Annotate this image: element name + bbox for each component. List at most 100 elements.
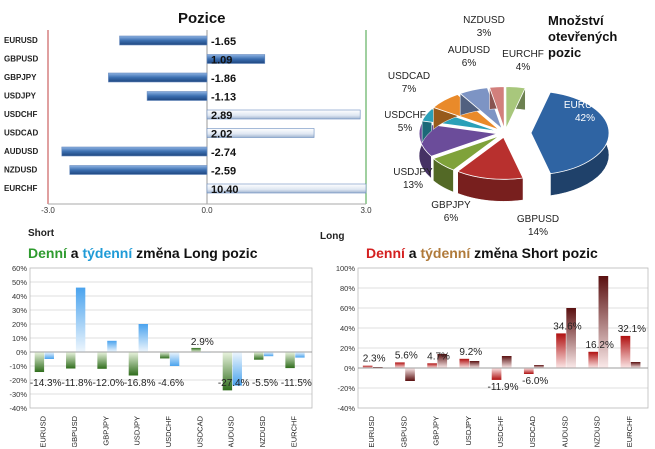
pie-slice <box>432 135 500 171</box>
short-x-tick: EURCHF <box>625 416 634 447</box>
long-value-label: 2.9% <box>191 337 214 348</box>
long-value-label: -11.5% <box>281 378 312 389</box>
long-y-tick: 0% <box>16 348 27 357</box>
short-weekly-bar <box>630 362 641 368</box>
pie-slice-percent: 6% <box>462 58 477 69</box>
short-title-weekly: týdenní <box>420 245 471 261</box>
short-x-tick: USDCAD <box>528 415 537 447</box>
positions-chart: EURUSD -1.65 GBPUSD 1.09 GBPJPY -1.86 USDJPY -1… <box>4 30 372 215</box>
long-daily-bar <box>66 352 76 369</box>
long-y-tick: 40% <box>12 292 27 301</box>
long-y-tick: 20% <box>12 320 27 329</box>
positions-value-label: 10.40 <box>211 184 239 196</box>
short-title-and: a <box>404 245 421 261</box>
short-weekly-bar <box>534 365 544 368</box>
short-x-tick: NZDUSD <box>593 415 602 447</box>
short-weekly-bar <box>372 367 383 368</box>
long-daily-bar <box>222 352 233 391</box>
positions-value-label: -2.59 <box>211 166 236 178</box>
pie-slice-percent: 42% <box>575 113 595 124</box>
long-value-label: -12.0% <box>92 378 124 389</box>
positions-category-label: USDCAD <box>4 129 38 138</box>
long-daily-bar <box>285 352 295 369</box>
long-y-tick: 50% <box>12 278 27 287</box>
pie-slice-percent: 13% <box>403 180 423 191</box>
positions-bar <box>206 128 315 138</box>
short-value-label: 5.6% <box>395 350 418 361</box>
short-daily-bar <box>362 365 373 368</box>
short-weekly-bar <box>405 368 415 381</box>
positions-x-tick: 0.0 <box>201 206 213 215</box>
long-x-tick: NZDUSD <box>258 415 267 447</box>
positions-bar <box>61 146 208 157</box>
pie-slice-percent: 6% <box>444 213 459 224</box>
short-weekly-bar <box>501 356 512 368</box>
short-change-title: Denní a týdenní změna Short pozic <box>366 245 598 261</box>
positions-bar <box>206 54 266 64</box>
short-daily-bar <box>491 368 502 380</box>
pie-title: Množství otevřených pozic <box>548 13 648 61</box>
short-y-tick: 100% <box>336 264 356 273</box>
short-daily-bar <box>395 362 405 368</box>
short-weekly-bar <box>469 361 480 368</box>
long-x-tick: USDJPY <box>133 416 142 446</box>
long-weekly-bar <box>232 352 242 386</box>
short-daily-bar <box>588 351 599 368</box>
pie-slice <box>530 91 610 175</box>
short-y-tick: 60% <box>340 304 355 313</box>
pie-slice-label: USDCAD <box>388 71 430 82</box>
short-daily-bar <box>427 363 437 368</box>
pie-slice-label: EURCHF <box>502 49 544 60</box>
positions-x-tick: -3.0 <box>41 206 55 215</box>
short-y-tick: -40% <box>337 404 355 413</box>
short-daily-bar <box>523 368 534 374</box>
positions-bar <box>146 91 208 101</box>
long-value-label: -4.6% <box>158 378 184 389</box>
positions-category-label: USDJPY <box>4 92 37 101</box>
short-y-tick: 80% <box>340 284 355 293</box>
pie-slice-percent: 7% <box>402 84 417 95</box>
long-y-tick: -30% <box>9 390 27 399</box>
short-value-label: 16.2% <box>585 340 613 351</box>
short-value-label: 34.6% <box>553 321 581 332</box>
short-value-label: 9.2% <box>459 347 482 358</box>
pie-title-text: Množství otevřených pozic <box>548 13 618 60</box>
positions-x-tick: 3.0 <box>360 206 372 215</box>
long-title-daily: Denní <box>28 245 67 261</box>
long-x-tick: USDCAD <box>195 415 204 447</box>
positions-category-label: NZDUSD <box>4 166 38 175</box>
short-daily-bar <box>556 333 566 368</box>
pie-slice-label: USDCHF <box>385 110 426 121</box>
short-weekly-bar <box>437 354 448 368</box>
positions-category-label: GBPUSD <box>4 55 38 64</box>
short-daily-bar <box>620 335 631 368</box>
long-title-and: a <box>66 245 83 261</box>
positions-value-label: 2.89 <box>211 110 232 122</box>
long-x-tick: GBPUSD <box>70 415 79 447</box>
short-change-chart: 100% 80% 60% 40% 20% 0% -20% -40% 2.3% EURUSD 5.6%… <box>336 264 649 447</box>
long-weekly-bar <box>107 340 117 352</box>
positions-bar <box>119 35 208 46</box>
long-value-label: -11.8% <box>62 378 93 389</box>
short-weekly-bar <box>566 308 576 368</box>
short-x-tick: GBPJPY <box>432 416 441 446</box>
long-axis-label: Long <box>320 231 345 242</box>
pie-slice-percent: 4% <box>516 62 531 73</box>
long-daily-bar <box>160 352 170 359</box>
long-change-chart: 60% 50% 40% 30% 20% 10% 0% -10% -20% -30% -40% -14.… <box>9 264 313 447</box>
positions-value-label: -2.74 <box>211 147 237 159</box>
long-weekly-bar <box>295 352 305 358</box>
pie-slice-label: GBPUSD <box>517 214 559 225</box>
positions-category-label: AUDUSD <box>4 147 38 156</box>
pie-slice-percent: 14% <box>528 227 548 238</box>
long-daily-bar <box>34 352 45 373</box>
long-value-label: -27.4% <box>218 378 250 389</box>
long-y-tick: -10% <box>9 362 27 371</box>
pie-slice-label: NZDUSD <box>463 15 505 26</box>
long-y-tick: -20% <box>9 376 27 385</box>
short-x-tick: USDCHF <box>496 416 505 447</box>
long-y-tick: 30% <box>12 306 27 315</box>
short-x-tick: USDJPY <box>464 416 473 446</box>
short-value-label: 2.3% <box>363 354 386 365</box>
